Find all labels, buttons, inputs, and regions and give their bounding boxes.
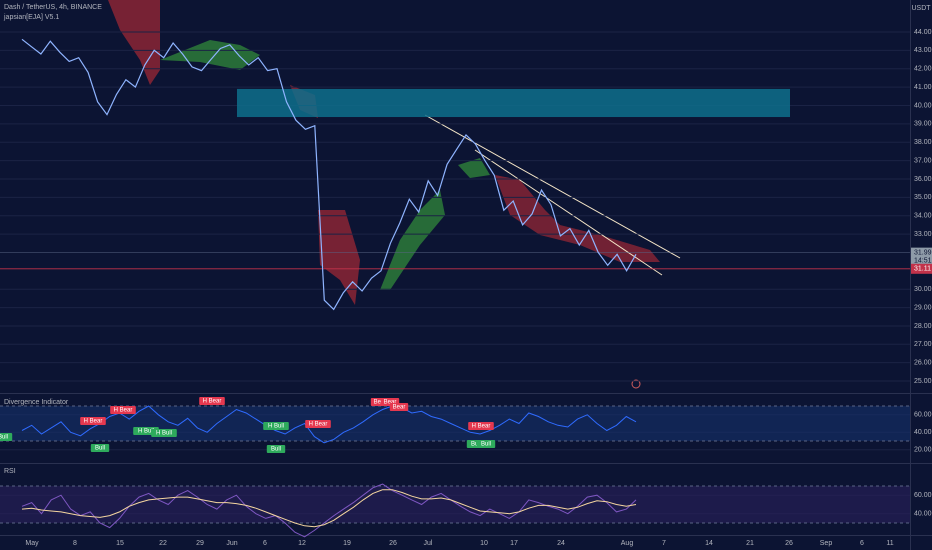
x-tick-label: Aug: [621, 540, 634, 547]
y-tick-label: 33.00: [914, 231, 932, 238]
x-tick-label: May: [25, 540, 39, 547]
last-price-box: [911, 247, 932, 266]
currency-label: USDT: [911, 5, 931, 12]
price-line: [21, 38, 637, 311]
signal-label: Bull: [481, 442, 491, 448]
signal-tag: [80, 417, 106, 425]
countdown-label: 14:51: [914, 257, 932, 264]
y-tick-label: 44.00: [914, 29, 932, 36]
price-line: [21, 483, 637, 538]
x-tick-label: 22: [159, 540, 167, 547]
signal-tag: [476, 440, 496, 448]
ma-line: [21, 489, 637, 528]
signal-tag: [389, 403, 409, 411]
x-tick-label: 8: [73, 540, 77, 547]
y-tick-label: 27.00: [914, 341, 932, 348]
x-tick-label: 17: [510, 540, 518, 547]
signal-tag: [305, 420, 331, 428]
y-tick-label: 40.00: [914, 102, 932, 109]
signal-label: H Bear: [114, 408, 133, 414]
chart-title: Dash / TetherUS, 4h, BINANCE: [4, 4, 102, 11]
y-tick-label: 20.00: [914, 447, 932, 454]
cloud: [160, 40, 260, 70]
x-tick-label: 15: [116, 540, 124, 547]
x-tick-label: Jun: [226, 540, 237, 547]
x-tick-label: 7: [662, 540, 666, 547]
signal-label: Bear: [393, 405, 406, 411]
band: [0, 406, 910, 442]
signal-label: H Bear: [203, 399, 222, 405]
y-tick-label: 29.00: [914, 304, 932, 311]
y-tick-label: 25.00: [914, 378, 932, 385]
y-tick-label: 40.00: [914, 511, 932, 518]
signal-label: Bear: [374, 400, 387, 406]
y-tick-label: 43.00: [914, 47, 932, 54]
x-tick-label: 12: [298, 540, 306, 547]
x-tick-label: 10: [480, 540, 488, 547]
y-tick-label: 35.00: [914, 194, 932, 201]
cloud: [380, 190, 445, 290]
signal-tag: [266, 445, 286, 453]
pane-title: Divergence Indicator: [4, 399, 69, 406]
signal-label: Bear: [384, 400, 397, 406]
y-tick-label: 36.00: [914, 176, 932, 183]
signal-tag: [263, 422, 289, 430]
signal-label: Bull: [95, 446, 105, 452]
y-tick-label: 38.00: [914, 139, 932, 146]
signal-tag: [0, 433, 13, 441]
y-tick-label: 28.00: [914, 323, 932, 330]
y-tick-label: 26.00: [914, 360, 932, 367]
x-tick-label: 29: [196, 540, 204, 547]
last-price-label: 31.99: [914, 249, 932, 256]
signal-label: Bull: [0, 435, 8, 441]
x-tick-label: 21: [746, 540, 754, 547]
cloud: [458, 158, 490, 178]
pane-title: RSI: [4, 468, 16, 475]
x-tick-label: Jul: [424, 540, 433, 547]
chart-subtitle: japsian[EJA] V5.1: [3, 14, 59, 21]
trendline: [474, 149, 663, 276]
signal-tag: [110, 406, 136, 414]
ref-price-label: 31.11: [914, 266, 931, 273]
signal-label: Bull: [471, 442, 481, 448]
signal-label: H Bull: [138, 429, 154, 435]
signal-tag: [468, 422, 494, 430]
signal-tag: [151, 429, 177, 437]
x-tick-label: Sep: [820, 540, 833, 547]
x-tick-label: 19: [343, 540, 351, 547]
event-marker: [631, 379, 641, 389]
y-tick-label: 39.00: [914, 121, 932, 128]
ref-price-box: [911, 263, 932, 274]
y-tick-label: 60.00: [914, 412, 932, 419]
x-tick-label: 24: [557, 540, 565, 547]
price-line: [21, 405, 637, 444]
y-tick-label: 41.00: [914, 84, 932, 91]
band: [0, 485, 910, 523]
x-tick-label: 26: [389, 540, 397, 547]
signal-label: H Bear: [84, 419, 103, 425]
cloud: [108, 0, 160, 85]
y-tick-label: 37.00: [914, 157, 932, 164]
y-tick-label: 42.00: [914, 66, 932, 73]
y-tick-label: 60.00: [914, 492, 932, 499]
y-tick-label: 40.00: [914, 429, 932, 436]
supply-zone: [237, 88, 790, 118]
x-tick-label: 14: [705, 540, 713, 547]
signal-label: H Bull: [156, 431, 172, 437]
signal-label: H Bear: [309, 422, 328, 428]
signal-label: Bull: [271, 447, 281, 453]
x-tick-label: 6: [263, 540, 267, 547]
signal-tag: [90, 444, 110, 452]
signal-label: H Bull: [268, 424, 284, 430]
x-tick-label: 6: [860, 540, 864, 547]
y-tick-label: 34.00: [914, 213, 932, 220]
y-tick-label: 30.00: [914, 286, 932, 293]
signal-label: H Bear: [472, 424, 491, 430]
signal-tag: [199, 397, 225, 405]
x-tick-label: 26: [785, 540, 793, 547]
x-tick-label: 11: [886, 540, 893, 547]
